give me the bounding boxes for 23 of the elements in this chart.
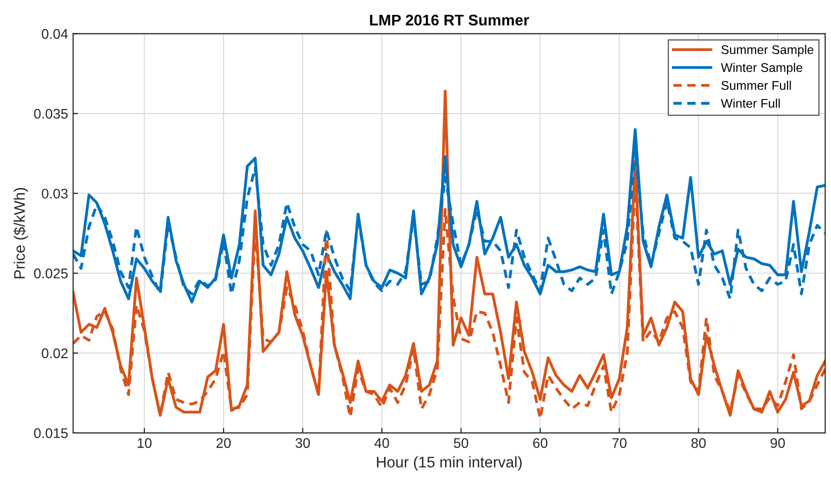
legend-label: Summer Full xyxy=(721,80,791,90)
y-tick-label: 0.035 xyxy=(34,108,68,119)
line-series xyxy=(73,90,826,417)
chart-title: LMP 2016 RT Summer xyxy=(370,14,530,26)
legend-label: Summer Sample xyxy=(721,44,814,57)
y-tick-label: 0.025 xyxy=(34,268,68,278)
x-tick-label: 70 xyxy=(612,438,627,448)
y-tick-label: 0.02 xyxy=(42,348,68,358)
x-tick-label: 10 xyxy=(138,438,152,448)
x-tick-label: 50 xyxy=(454,438,468,448)
legend-label: Winter Sample xyxy=(720,62,802,74)
y-tick-label: 0.03 xyxy=(42,188,68,199)
y-tick-label: 0.04 xyxy=(42,29,68,39)
y-tick-label: 0.015 xyxy=(34,428,68,438)
x-tick-label: 90 xyxy=(770,438,785,448)
legend-label: Winter Full xyxy=(720,98,780,108)
x-tick-label: 30 xyxy=(296,438,310,448)
x-tick-label: 80 xyxy=(691,438,706,448)
x-axis-title: Hour (15 min interval) xyxy=(376,456,522,470)
y-axis-title: Price ($/kWh) xyxy=(13,188,28,278)
x-tick-label: 20 xyxy=(216,438,231,448)
x-tick-label: 40 xyxy=(374,438,390,448)
x-tick-label: 60 xyxy=(533,438,548,448)
